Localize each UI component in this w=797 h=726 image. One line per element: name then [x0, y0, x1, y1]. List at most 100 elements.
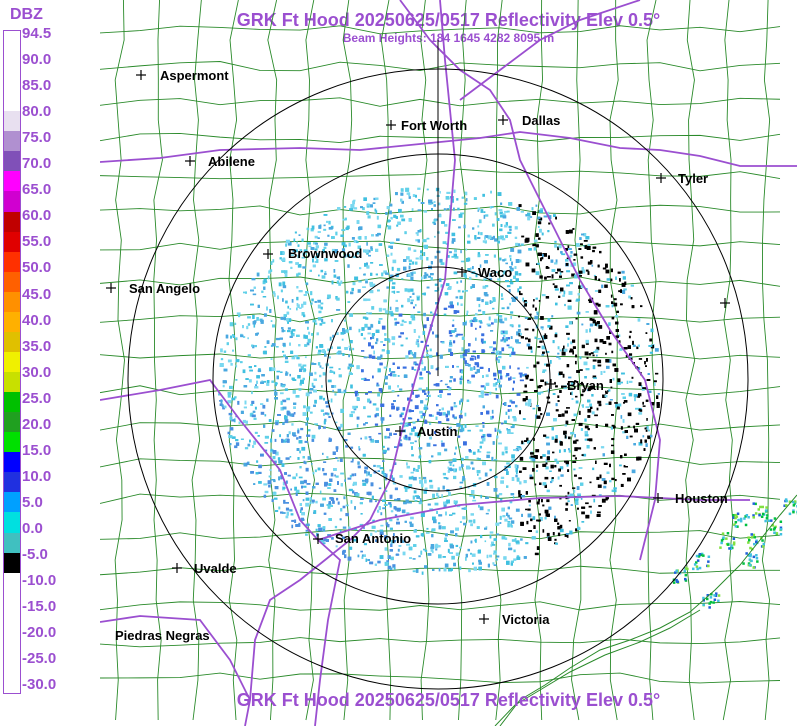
echo-pixel: [344, 206, 347, 208]
echo-pixel: [396, 508, 400, 512]
echo-pixel: [377, 224, 382, 229]
echo-pixel: [390, 245, 393, 249]
echo-pixel: [451, 324, 455, 327]
echo-pixel: [286, 317, 289, 322]
echo-pixel: [631, 469, 636, 474]
echo-pixel: [535, 449, 540, 453]
echo-pixel: [504, 465, 508, 468]
echo-pixel: [421, 368, 426, 371]
echo-pixel: [567, 299, 572, 302]
echo-pixel: [412, 353, 416, 356]
echo-pixel: [417, 343, 420, 348]
echo-pixel: [542, 504, 545, 507]
echo-pixel: [654, 348, 659, 352]
echo-pixel: [298, 290, 303, 293]
echo-pixel: [361, 554, 364, 557]
echo-pixel: [348, 345, 351, 348]
echo-pixel: [518, 324, 521, 328]
echo-pixel: [513, 449, 517, 451]
echo-pixel: [322, 468, 325, 472]
echo-pixel: [477, 458, 481, 460]
echo-pixel: [532, 458, 536, 462]
echo-pixel: [319, 323, 323, 326]
echo-pixel: [498, 315, 503, 318]
echo-pixel: [554, 518, 558, 522]
echo-pixel: [297, 254, 300, 259]
echo-pixel: [287, 305, 290, 309]
echo-pixel: [353, 408, 357, 411]
echo-pixel: [332, 500, 335, 504]
echo-pixel: [540, 379, 544, 382]
echo-pixel: [464, 290, 468, 292]
echo-pixel: [254, 345, 257, 348]
echo-pixel: [509, 399, 513, 403]
echo-pixel: [611, 424, 615, 429]
echo-pixel: [324, 242, 328, 246]
echo-pixel: [385, 212, 388, 215]
colorbar-segment: [4, 151, 20, 172]
echo-pixel: [459, 429, 463, 433]
echo-pixel: [642, 401, 644, 405]
echo-pixel: [467, 268, 471, 272]
echo-pixel: [575, 243, 580, 247]
echo-pixel: [546, 363, 551, 367]
echo-pixel: [285, 300, 288, 304]
echo-pixel: [293, 238, 296, 242]
echo-pixel: [251, 414, 256, 418]
echo-pixel: [349, 546, 353, 550]
echo-pixel: [350, 411, 355, 414]
echo-pixel: [556, 356, 560, 358]
echo-pixel: [650, 402, 655, 406]
echo-pixel: [529, 378, 534, 381]
echo-pixel: [275, 420, 279, 424]
echo-pixel: [258, 481, 262, 484]
echo-pixel: [433, 444, 437, 447]
echo-pixel: [493, 553, 497, 555]
echo-pixel: [309, 372, 313, 376]
echo-pixel: [519, 470, 522, 473]
echo-pixel: [459, 400, 461, 405]
echo-pixel: [417, 394, 420, 398]
echo-pixel: [407, 397, 411, 401]
echo-pixel: [528, 346, 532, 350]
echo-pixel: [480, 534, 483, 539]
echo-pixel: [507, 465, 511, 468]
echo-pixel: [538, 300, 541, 302]
echo-pixel: [512, 424, 515, 427]
echo-pixel: [327, 487, 331, 489]
echo-pixel: [417, 230, 421, 233]
echo-pixel: [557, 246, 559, 251]
echo-pixel: [478, 504, 480, 508]
echo-pixel: [542, 529, 545, 533]
echo-pixel: [449, 251, 452, 254]
echo-pixel: [528, 248, 532, 251]
echo-pixel: [435, 302, 439, 305]
echo-pixel: [449, 380, 452, 383]
echo-pixel: [439, 394, 442, 398]
echo-pixel: [630, 284, 634, 287]
echo-pixel: [379, 467, 384, 470]
echo-pixel: [308, 245, 312, 248]
echo-pixel: [274, 438, 277, 442]
echo-pixel: [356, 241, 359, 244]
echo-pixel: [522, 374, 526, 377]
echo-pixel: [591, 318, 595, 321]
echo-pixel: [637, 318, 641, 322]
legend-tick-label: -15.0: [22, 598, 57, 616]
echo-pixel: [284, 419, 289, 424]
echo-pixel: [542, 253, 546, 257]
echo-pixel: [320, 539, 324, 543]
echo-pixel: [316, 253, 320, 257]
echo-pixel: [520, 243, 524, 246]
echo-pixel: [415, 469, 419, 472]
echo-pixel: [278, 506, 281, 510]
echo-pixel: [380, 354, 383, 358]
echo-pixel: [384, 382, 388, 385]
echo-pixel: [493, 550, 497, 555]
echo-pixel: [516, 471, 518, 475]
echo-pixel: [501, 422, 504, 425]
echo-pixel: [323, 397, 325, 401]
echo-pixel: [426, 257, 429, 261]
echo-pixel: [448, 348, 452, 353]
echo-pixel: [584, 425, 589, 429]
